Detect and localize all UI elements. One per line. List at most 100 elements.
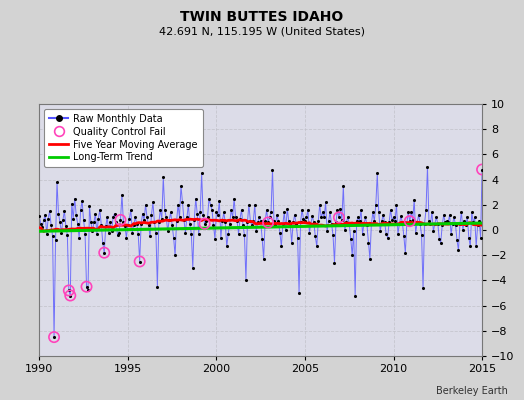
Point (384, 234, 392, 241)
Point (324, 218, 333, 224)
Point (361, 214, 369, 221)
Point (124, 222, 132, 228)
Point (416, 220, 424, 227)
Point (160, 207, 169, 213)
Point (205, 195, 213, 202)
Point (37, 220, 45, 227)
Point (453, 237, 461, 243)
Point (274, 218, 282, 224)
Point (66, 292, 74, 299)
Point (107, 228, 116, 234)
Point (59, 217, 67, 223)
Point (178, 199, 187, 206)
Point (60, 208, 69, 214)
Point (348, 252, 356, 258)
Point (307, 220, 315, 227)
Point (111, 210, 119, 217)
Point (82, 284, 91, 290)
Point (118, 192, 126, 198)
Point (333, 207, 342, 213)
Point (304, 207, 312, 213)
Point (242, 277, 250, 284)
Point (99, 239, 107, 246)
Point (414, 212, 423, 218)
Point (386, 207, 395, 213)
Point (121, 223, 129, 230)
Point (44, 216, 52, 222)
Point (313, 243, 321, 250)
Point (116, 217, 125, 223)
Point (363, 222, 371, 228)
Point (418, 232, 426, 238)
Point (228, 214, 237, 221)
Point (212, 209, 221, 216)
Point (38, 224, 47, 231)
Point (264, 219, 272, 226)
Point (243, 219, 252, 226)
Point (398, 219, 407, 226)
Point (271, 222, 280, 228)
Point (302, 214, 311, 221)
Point (57, 229, 66, 236)
Point (451, 222, 460, 228)
Point (392, 202, 401, 208)
Point (310, 219, 318, 226)
Point (263, 207, 271, 213)
Point (395, 220, 403, 227)
Point (183, 214, 191, 221)
Point (193, 210, 201, 217)
Point (112, 219, 120, 226)
Text: 42.691 N, 115.195 W (United States): 42.691 N, 115.195 W (United States) (159, 26, 365, 36)
Point (358, 230, 367, 237)
Point (97, 222, 105, 228)
Point (281, 227, 290, 233)
Point (444, 219, 452, 226)
Point (376, 228, 385, 234)
Point (426, 220, 434, 227)
Point (87, 219, 95, 226)
Point (159, 174, 168, 180)
Point (143, 214, 151, 221)
Point (116, 217, 125, 223)
Point (176, 214, 184, 221)
Point (216, 234, 225, 241)
Point (66, 292, 74, 299)
Point (292, 220, 300, 227)
Point (370, 218, 378, 224)
Point (471, 214, 479, 221)
Point (137, 220, 145, 227)
Point (194, 230, 203, 237)
Point (156, 207, 165, 213)
Point (293, 234, 302, 241)
Point (435, 236, 443, 242)
Point (449, 220, 457, 227)
Point (476, 234, 485, 241)
Point (315, 202, 324, 208)
Point (54, 210, 63, 217)
Point (93, 230, 101, 237)
Point (81, 230, 89, 237)
Point (440, 212, 448, 218)
Point (75, 234, 83, 241)
Point (353, 218, 361, 224)
Point (457, 209, 466, 216)
Point (134, 230, 143, 237)
Point (82, 284, 91, 290)
Point (185, 220, 194, 227)
Point (129, 222, 138, 228)
Point (298, 207, 306, 213)
Point (181, 229, 190, 236)
Point (336, 205, 345, 212)
Point (458, 227, 467, 233)
Point (220, 209, 228, 216)
Point (233, 218, 241, 224)
Point (469, 219, 477, 226)
Point (366, 256, 374, 262)
Point (206, 202, 215, 208)
Point (289, 219, 297, 226)
Point (380, 219, 389, 226)
Point (382, 230, 390, 237)
Point (268, 166, 277, 173)
Point (63, 232, 72, 238)
Point (196, 209, 204, 216)
